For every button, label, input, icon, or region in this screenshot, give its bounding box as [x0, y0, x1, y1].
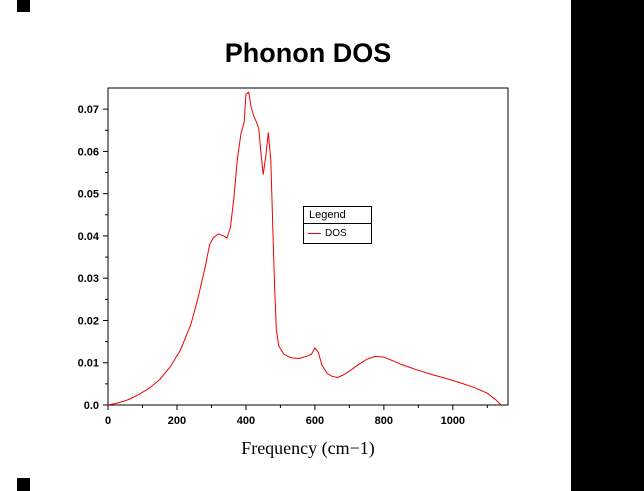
svg-text:1000: 1000	[441, 415, 465, 427]
svg-text:0.07: 0.07	[78, 104, 99, 116]
svg-text:0.01: 0.01	[78, 358, 99, 370]
bottom-left-mark	[17, 478, 30, 491]
svg-text:0.05: 0.05	[78, 189, 99, 201]
x-axis-label: Frequency (cm−1)	[241, 438, 375, 458]
dos-line-swatch-icon	[308, 233, 321, 234]
right-black-panel	[571, 0, 644, 491]
svg-text:0.06: 0.06	[78, 146, 99, 158]
legend: Legend DOS	[303, 206, 372, 244]
legend-title: Legend	[304, 207, 371, 224]
svg-text:800: 800	[375, 415, 393, 427]
chart-title: Phonon DOS	[224, 38, 392, 68]
svg-text:200: 200	[168, 415, 186, 427]
svg-text:400: 400	[237, 415, 255, 427]
legend-entry-label: DOS	[325, 228, 347, 239]
svg-text:0.02: 0.02	[78, 315, 99, 327]
svg-text:0.04: 0.04	[78, 231, 100, 243]
svg-text:0: 0	[105, 415, 111, 427]
svg-text:0.03: 0.03	[78, 273, 99, 285]
svg-text:600: 600	[306, 415, 324, 427]
legend-entry-dos: DOS	[304, 224, 371, 243]
top-left-mark	[17, 0, 30, 12]
svg-text:0.0: 0.0	[84, 400, 99, 412]
